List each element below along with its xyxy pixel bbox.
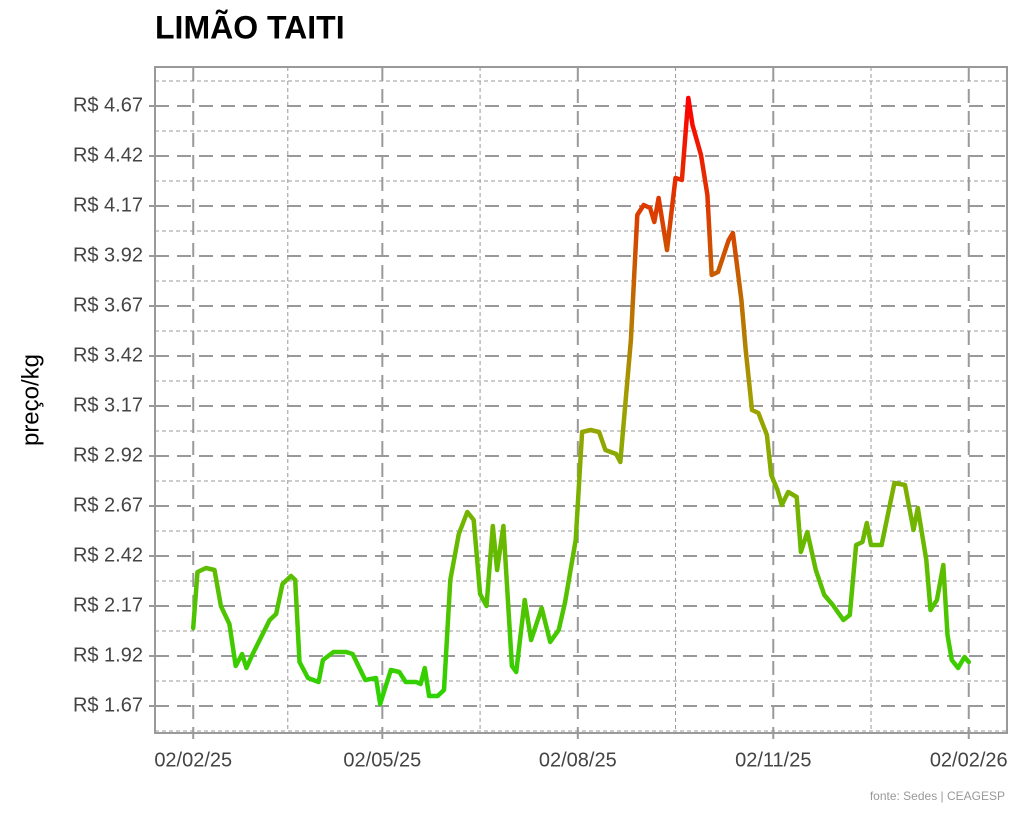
y-tick-label: R$ 1.92: [73, 644, 143, 666]
y-tick-label: R$ 3.17: [73, 394, 143, 416]
y-tick-label: R$ 3.42: [73, 344, 143, 366]
y-tick-label: R$ 2.92: [73, 444, 143, 466]
x-tick-label: 02/02/26: [930, 749, 1008, 771]
y-tick-label: R$ 4.67: [73, 94, 143, 116]
x-tick-label: 02/05/25: [343, 749, 421, 771]
y-tick-label: R$ 4.42: [73, 144, 143, 166]
chart-title: LIMÃO TAITI: [155, 9, 345, 45]
y-tick-label: R$ 1.67: [73, 694, 143, 716]
price-line: [190, 95, 972, 707]
y-tick-label: R$ 4.17: [73, 194, 143, 216]
x-tick-label: 02/08/25: [539, 749, 617, 771]
y-tick-label: R$ 3.67: [73, 294, 143, 316]
x-tick-label: 02/02/25: [154, 749, 232, 771]
y-tick-label: R$ 2.17: [73, 594, 143, 616]
y-axis-label: preço/kg: [17, 354, 44, 446]
plot-border: [154, 66, 1008, 734]
y-tick-label: R$ 3.92: [73, 244, 143, 266]
y-tick-label: R$ 2.42: [73, 544, 143, 566]
y-tick-label: R$ 2.67: [73, 494, 143, 516]
source: fonte: Sedes | CEAGESP: [870, 789, 1005, 803]
x-tick-label: 02/11/25: [735, 749, 811, 771]
